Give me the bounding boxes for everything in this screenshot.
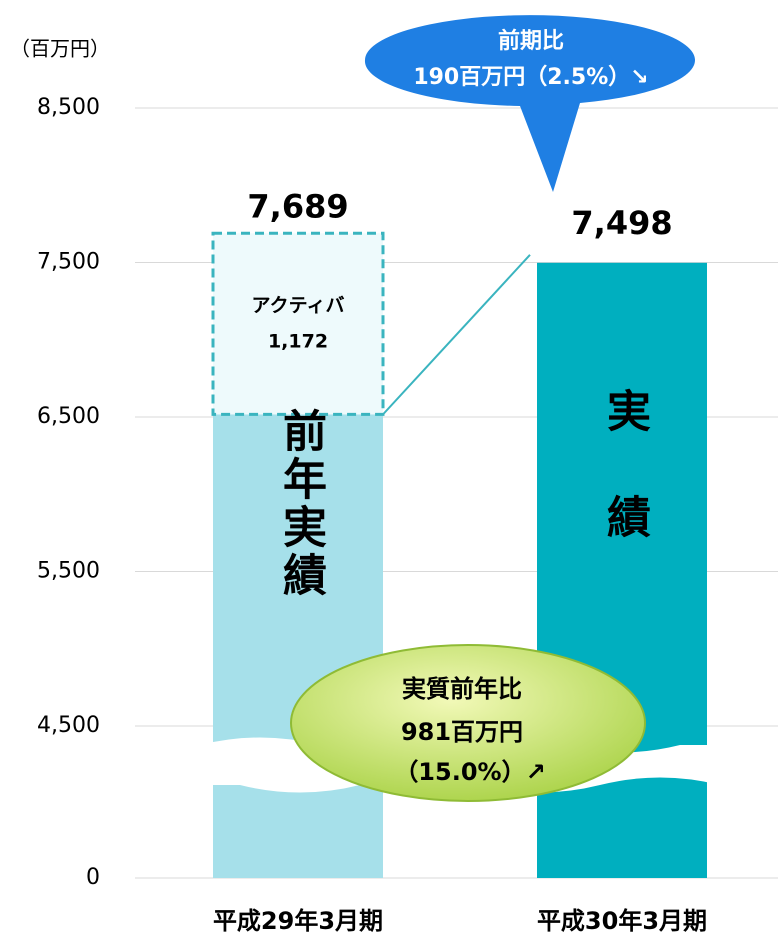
unit-label: （百万円） (10, 37, 110, 61)
y-tick-label: 5,500 (37, 559, 100, 584)
x-tick-label: 平成29年3月期 (213, 907, 383, 935)
y-tick-label: 8,500 (37, 95, 100, 120)
data-label: 7,498 (571, 204, 672, 242)
callout-bubble (364, 15, 695, 193)
y-tick-label: 7,500 (37, 250, 100, 275)
y-tick-label: 4,500 (37, 713, 100, 738)
callout-text: 981百万円 (401, 718, 523, 746)
bar (211, 231, 385, 416)
segment-name: 実績 (599, 388, 651, 600)
bar (213, 414, 383, 878)
y-tick-label: 0 (86, 865, 100, 890)
callout-text: 実質前年比 (402, 675, 522, 703)
callout-text: （15.0%）↗ (394, 758, 545, 786)
y-tick-label: 6,500 (37, 404, 100, 429)
connector (382, 254, 531, 416)
total-label: 7,689 (247, 187, 348, 225)
segment-name: 前年実績 (275, 408, 327, 600)
callout-ellipse (290, 644, 646, 802)
segment-name: アクティバ (252, 294, 345, 316)
callout-text: 190百万円（2.5%）↘ (413, 65, 648, 90)
x-tick-label: 平成30年3月期 (537, 907, 707, 935)
data-label: 1,172 (268, 330, 328, 352)
callout-text: 前期比 (498, 28, 564, 54)
